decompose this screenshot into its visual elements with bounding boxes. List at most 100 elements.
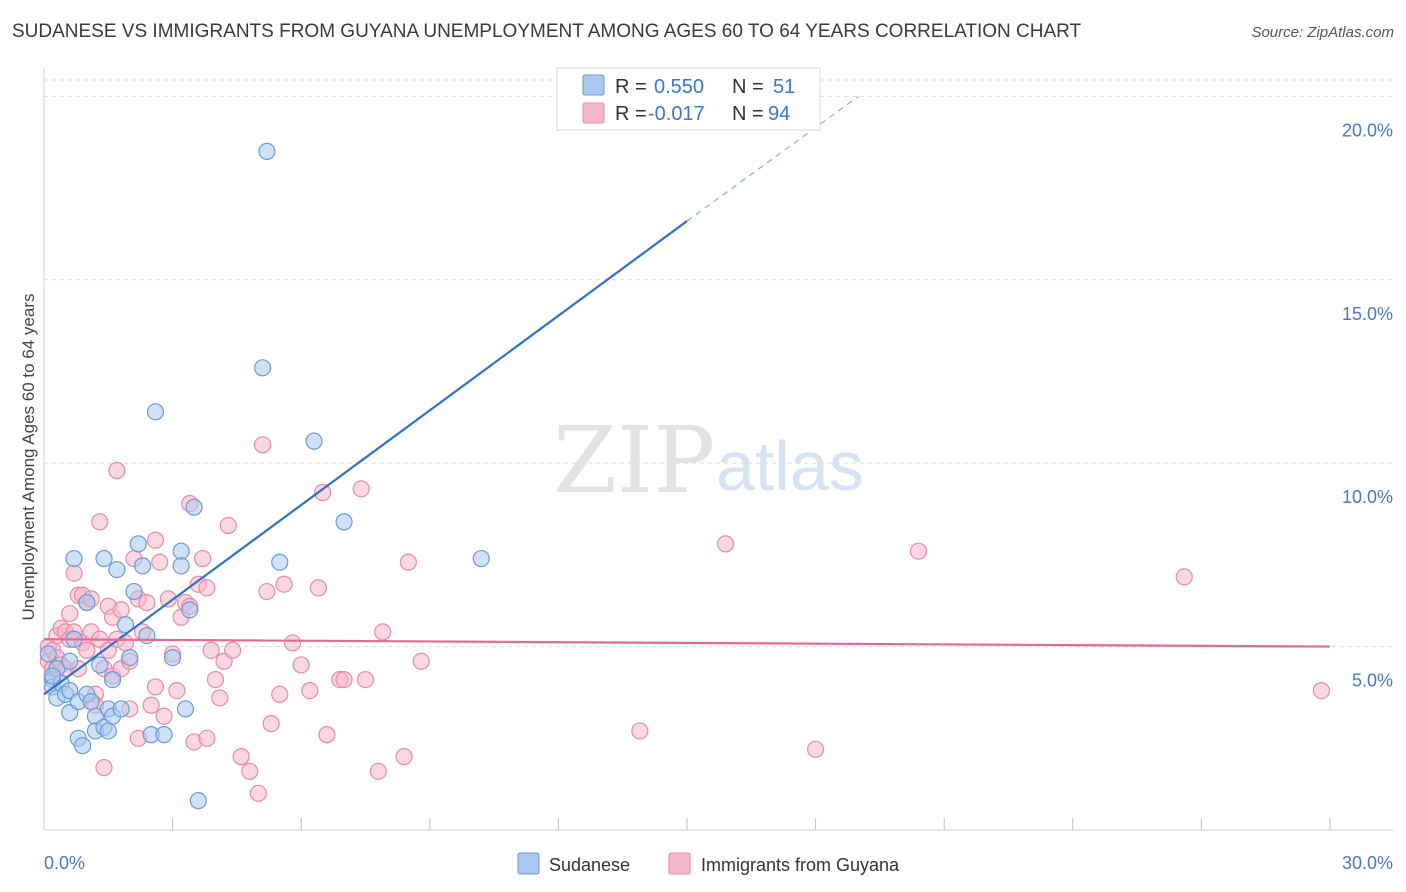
guyana-point-58 <box>194 549 212 568</box>
guyana-point-68 <box>241 762 259 780</box>
y-axis-label: Unemployment Among Ages 60 to 64 years <box>19 294 38 621</box>
sudanese-point-43 <box>43 667 62 685</box>
guyana-point-61 <box>202 641 220 659</box>
guyana-point-94 <box>1175 568 1193 586</box>
y-tick-label-0: 5.0% <box>1352 671 1393 691</box>
sudanese-point-47 <box>254 359 272 377</box>
guyana-point-95 <box>1312 682 1331 700</box>
guyana-point-70 <box>254 436 272 454</box>
y-tick-label-1: 10.0% <box>1342 487 1393 507</box>
bottom-legend-label-guyana: Immigrants from Guyana <box>701 855 900 875</box>
guyana-point-47 <box>151 553 169 571</box>
guyana-point-93 <box>909 542 928 560</box>
watermark-zip: ZIP <box>553 407 715 514</box>
bottom-legend-swatch-sudanese <box>517 852 540 875</box>
sudanese-point-26 <box>112 700 130 718</box>
sudanese-trend-line <box>43 220 688 696</box>
trend-lines <box>43 95 1331 696</box>
sudanese-point-45 <box>189 792 207 810</box>
legend-n-value-1: 51 <box>773 76 795 98</box>
sudanese-point-29 <box>125 582 143 601</box>
sudanese-point-32 <box>138 626 156 645</box>
guyana-point-90 <box>631 722 649 740</box>
legend-n-value-2: 94 <box>768 103 790 125</box>
legend-swatch-guyana <box>582 102 605 124</box>
bottom-legend: Sudanese Immigrants from Guyana <box>517 852 900 875</box>
guyana-point-84 <box>356 670 375 689</box>
guyana-point-44 <box>142 696 160 714</box>
zipatlas-watermark: ZIP atlas <box>553 407 864 514</box>
legend-r-value-1: 0.550 <box>654 76 704 98</box>
guyana-point-59 <box>198 579 216 597</box>
guyana-point-19 <box>78 641 96 659</box>
guyana-point-24 <box>91 513 109 531</box>
guyana-point-78 <box>309 579 327 597</box>
sudanese-point-46 <box>258 142 276 160</box>
guyana-point-62 <box>206 670 225 689</box>
sudanese-point-44 <box>61 652 79 670</box>
guyana-point-91 <box>716 535 735 553</box>
bottom-legend-label-sudanese: Sudanese <box>549 855 630 875</box>
guyana-point-76 <box>292 656 310 674</box>
guyana-point-89 <box>412 652 430 670</box>
guyana-point-92 <box>806 740 825 758</box>
guyana-point-88 <box>399 553 417 571</box>
x-tick-label-min: 0.0% <box>44 853 85 873</box>
chart-source: Source: ZipAtlas.com <box>1251 24 1394 41</box>
guyana-point-32 <box>108 461 126 480</box>
sudanese-point-39 <box>181 601 199 619</box>
guyana-point-77 <box>301 682 319 700</box>
guyana-point-86 <box>374 623 392 641</box>
bottom-legend-swatch-guyana <box>668 852 691 875</box>
guyana-point-46 <box>146 678 165 696</box>
series-sudanese-points <box>39 142 490 810</box>
sudanese-point-51 <box>472 549 490 568</box>
legend-r-label-1: R = <box>615 76 647 98</box>
sudanese-point-15 <box>82 693 100 711</box>
guyana-point-66 <box>224 641 242 659</box>
sudanese-point-23 <box>103 670 122 689</box>
sudanese-point-49 <box>271 553 289 571</box>
guyana-point-71 <box>258 582 276 601</box>
guyana-point-69 <box>249 784 267 802</box>
sudanese-point-36 <box>164 648 182 667</box>
guyana-point-80 <box>318 726 336 744</box>
sudanese-point-34 <box>146 403 165 421</box>
guyana-point-60 <box>198 729 216 747</box>
guyana-point-75 <box>284 634 302 652</box>
guyana-point-87 <box>395 748 413 766</box>
guyana-point-79 <box>314 483 332 502</box>
guyana-point-72 <box>262 715 280 733</box>
x-tick-label-max: 30.0% <box>1342 853 1393 873</box>
sudanese-point-42 <box>65 549 83 568</box>
guyana-point-82 <box>335 670 353 689</box>
grid-lines <box>44 79 1393 648</box>
sudanese-point-35 <box>155 726 173 744</box>
sudanese-point-40 <box>185 498 203 516</box>
guyana-point-26 <box>95 759 113 777</box>
correlation-legend: R = 0.550 N = 51 R = -0.017 N = 94 <box>556 67 821 131</box>
sudanese-point-27 <box>116 615 135 634</box>
guyana-point-65 <box>219 516 237 535</box>
sudanese-point-30 <box>129 535 147 553</box>
chart-title: SUDANESE VS IMMIGRANTS FROM GUYANA UNEMP… <box>12 21 1082 42</box>
sudanese-trend-extension <box>686 95 859 222</box>
y-tick-label-2: 15.0% <box>1342 304 1393 324</box>
sudanese-point-18 <box>91 656 109 674</box>
sudanese-point-31 <box>133 557 152 575</box>
guyana-point-34 <box>112 601 130 619</box>
legend-r-value-2: -0.017 <box>648 103 705 125</box>
guyana-point-45 <box>146 531 165 549</box>
sudanese-point-0 <box>39 645 57 663</box>
guyana-point-74 <box>275 575 293 593</box>
y-tick-label-3: 20.0% <box>1342 120 1393 140</box>
watermark-atlas: atlas <box>716 427 864 505</box>
legend-r-label-2: R = <box>615 103 647 125</box>
legend-n-label-2: N = <box>732 103 764 125</box>
sudanese-point-22 <box>99 722 117 740</box>
sudanese-point-28 <box>121 648 139 667</box>
guyana-point-67 <box>232 748 250 766</box>
sudanese-point-48 <box>305 432 323 450</box>
sudanese-point-37 <box>172 542 190 560</box>
